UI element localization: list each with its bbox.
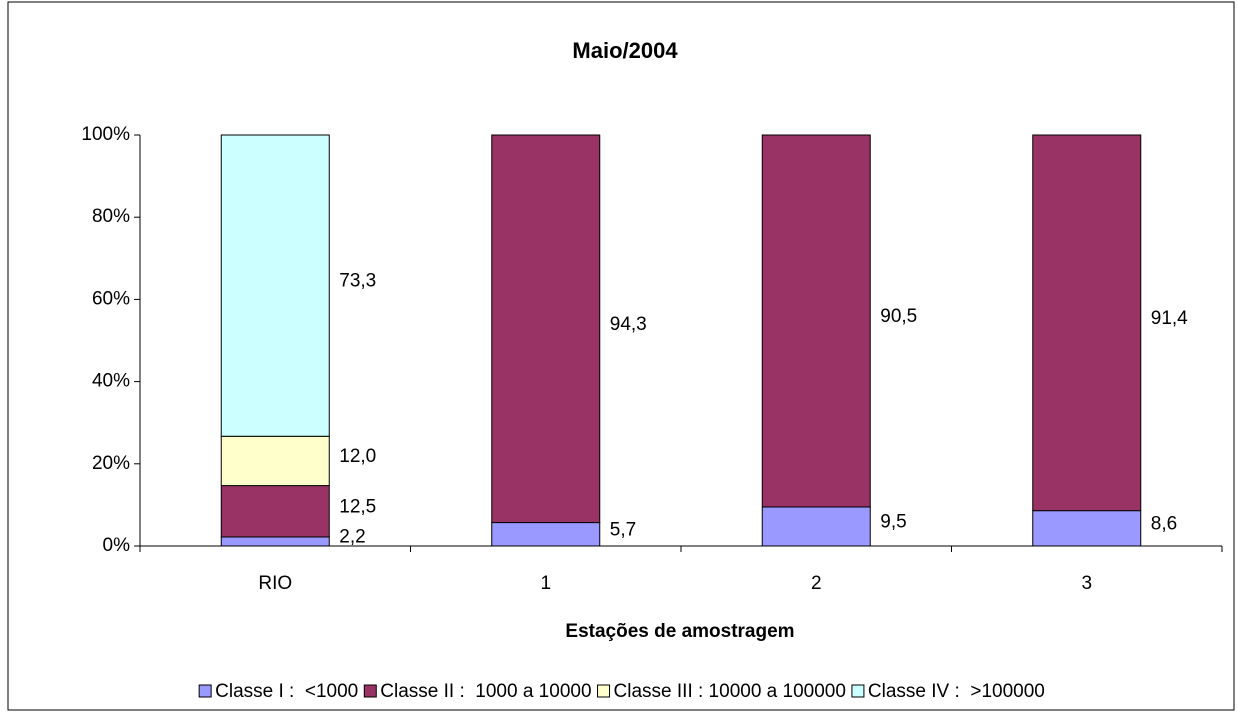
chart-title: Maio/2004 xyxy=(572,38,678,63)
y-tick-label: 100% xyxy=(81,124,130,145)
bar-segment xyxy=(220,536,330,547)
legend-swatch xyxy=(198,684,212,698)
y-tick-label: 20% xyxy=(92,453,130,474)
value-label: 12,0 xyxy=(339,446,376,467)
value-label: 9,5 xyxy=(880,511,906,532)
value-label: 2,2 xyxy=(339,526,365,547)
x-tick-label: 2 xyxy=(811,573,822,594)
legend-label: Classe III : 10000 a 100000 xyxy=(614,681,846,702)
bar-segment xyxy=(220,134,330,437)
value-label: 8,6 xyxy=(1151,513,1177,534)
value-label: 5,7 xyxy=(610,519,636,540)
y-tick-label: 40% xyxy=(92,371,130,392)
bar-segment xyxy=(1032,134,1142,512)
x-tick-label: 3 xyxy=(1081,573,1092,594)
y-tick-label: 60% xyxy=(92,288,130,309)
x-tick-label: RIO xyxy=(258,573,292,594)
x-tick-label: 1 xyxy=(540,573,551,594)
bar-segment xyxy=(491,522,601,547)
y-tick-label: 0% xyxy=(103,535,131,556)
legend-swatch xyxy=(851,684,865,698)
value-label: 91,4 xyxy=(1151,308,1188,329)
legend-label: Classe IV : >100000 xyxy=(868,681,1045,702)
bar-segment xyxy=(761,506,871,547)
legend-swatch xyxy=(363,684,377,698)
value-label: 73,3 xyxy=(339,271,376,292)
bar-segment xyxy=(1032,510,1142,547)
legend-label: Classe II : 1000 a 10000 xyxy=(380,681,591,702)
value-label: 12,5 xyxy=(339,496,376,517)
legend-swatch xyxy=(597,684,611,698)
bar-segment xyxy=(491,134,601,524)
value-label: 90,5 xyxy=(880,306,917,327)
chart-frame xyxy=(7,1,1235,711)
bar-segment xyxy=(761,134,871,508)
bar-segment xyxy=(220,435,330,487)
x-axis-title: Estações de amostragem xyxy=(565,621,794,642)
y-tick-label: 80% xyxy=(92,206,130,227)
bar-segment xyxy=(220,485,330,538)
legend-label: Classe I : <1000 xyxy=(215,681,358,702)
value-label: 94,3 xyxy=(610,314,647,335)
